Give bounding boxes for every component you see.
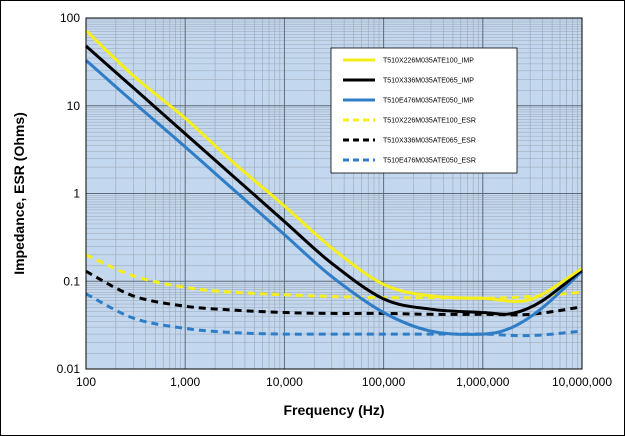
x-tick-labels: 100 1,000 10,000 100,000 1,000,000 10,000,000 xyxy=(76,375,612,389)
series-line-t510e476m035ate050_esr xyxy=(85,292,583,338)
legend-label: T510E476M035ATE050_IMP xyxy=(383,98,474,105)
legend-label: T510X336M035ATE065_IMP xyxy=(383,78,474,85)
x-tick-label: 10,000 xyxy=(266,375,303,389)
y-tick-label: 1 xyxy=(73,187,80,201)
y-tick-label: 10 xyxy=(67,99,81,113)
y-tick-label: 0.01 xyxy=(57,362,81,376)
x-tick-label: 10,000,000 xyxy=(552,375,612,389)
series-line-t510x336m035ate065_esr xyxy=(85,269,583,317)
series-line-t510e476m035ate050_imp xyxy=(85,59,584,336)
legend-box xyxy=(330,47,518,174)
y-axis-title: Impedance, ESR (Ohms) xyxy=(11,112,27,275)
legend-label: T510E476M035ATE050_ESR xyxy=(383,158,476,165)
series-line-t510x226m035ate100_esr xyxy=(85,253,583,300)
y-tick-label: 100 xyxy=(60,11,80,25)
x-tick-label: 100 xyxy=(76,375,96,389)
plot-border xyxy=(85,17,583,370)
x-tick-label: 1,000 xyxy=(170,375,200,389)
legend: T510X226M035ATE100_IMP T510X336M035ATE065… xyxy=(330,47,518,174)
legend-label: T510X336M035ATE065_ESR xyxy=(383,138,476,145)
x-tick-label: 100,000 xyxy=(362,375,406,389)
series-line-t510x226m035ate100_imp xyxy=(84,29,583,303)
series-layer xyxy=(84,29,584,338)
y-tick-label: 0.1 xyxy=(63,274,80,288)
y-tick-labels: 0.01 0.1 1 10 100 xyxy=(57,11,81,376)
x-axis-title: Frequency (Hz) xyxy=(283,402,384,418)
legend-label: T510X226M035ATE100_IMP xyxy=(383,58,474,65)
legend-label: T510X226M035ATE100_ESR xyxy=(383,118,476,125)
series-line-t510x336m035ate065_imp xyxy=(85,44,583,316)
x-tick-label: 1,000,000 xyxy=(456,375,510,389)
